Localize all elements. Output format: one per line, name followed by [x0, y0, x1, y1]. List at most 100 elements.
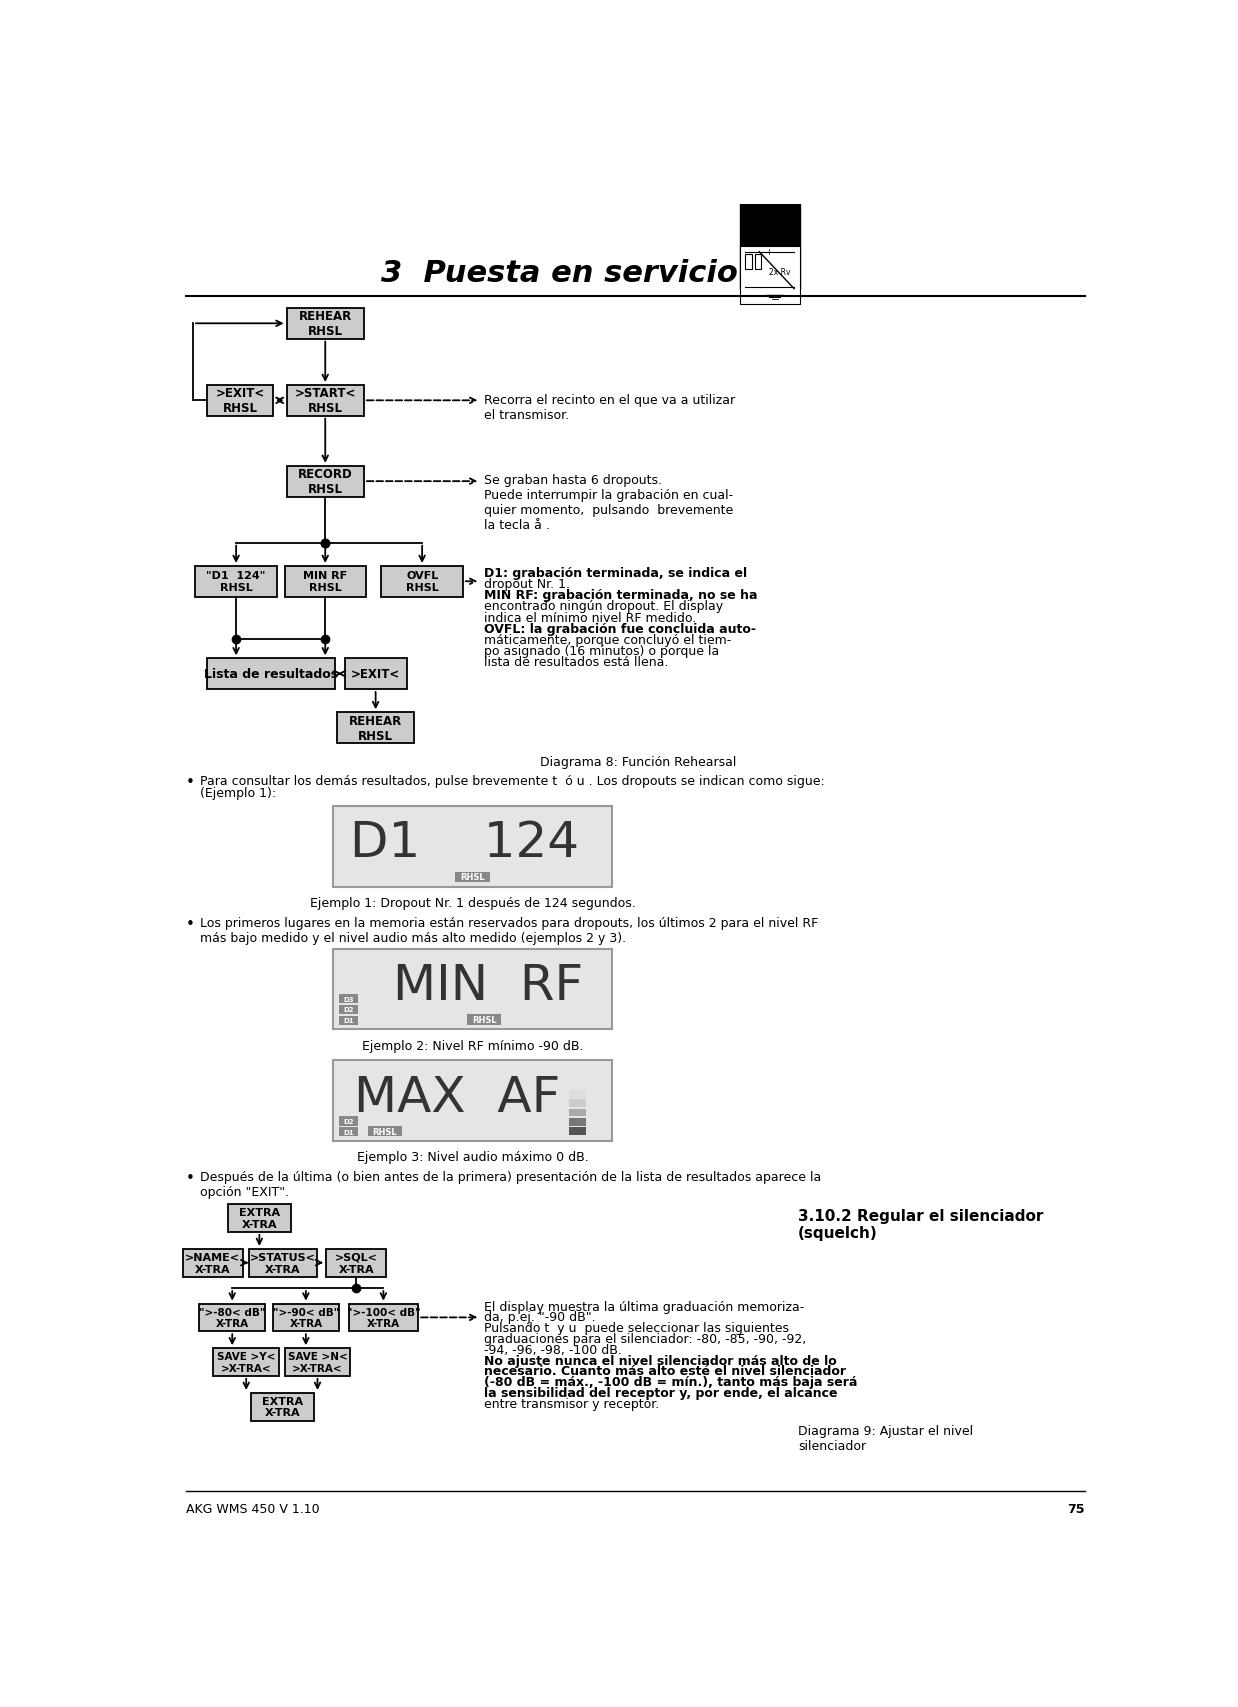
Text: (-80 dB = máx., -100 dB = mín.), tanto más baja será: (-80 dB = máx., -100 dB = mín.), tanto m… — [484, 1376, 858, 1388]
Bar — [286, 466, 364, 497]
Text: D1: grabación terminada, se indica el: D1: grabación terminada, se indica el — [484, 567, 748, 579]
Text: Ejemplo 1: Dropout Nr. 1 después de 124 segundos.: Ejemplo 1: Dropout Nr. 1 después de 124 … — [310, 896, 635, 910]
Bar — [456, 872, 489, 883]
Bar — [740, 205, 800, 290]
Bar — [339, 1116, 358, 1127]
Bar — [183, 1250, 243, 1277]
Bar — [196, 567, 277, 597]
Bar — [339, 1128, 358, 1137]
Text: D3: D3 — [343, 995, 354, 1002]
Text: Se graban hasta 6 dropouts.
Puede interrumpir la grabación en cual-
quier moment: Se graban hasta 6 dropouts. Puede interr… — [484, 475, 733, 533]
Text: MAX  AF: MAX AF — [354, 1074, 560, 1121]
Text: >EXIT<
RHSL: >EXIT< RHSL — [215, 387, 265, 415]
Text: Ejemplo 3: Nivel audio máximo 0 dB.: Ejemplo 3: Nivel audio máximo 0 dB. — [357, 1151, 588, 1164]
Bar — [207, 659, 335, 690]
Text: po asignado (16 minutos) o porque la: po asignado (16 minutos) o porque la — [484, 645, 719, 657]
Text: encontrado ningún dropout. El display: encontrado ningún dropout. El display — [484, 599, 723, 613]
Text: REHEAR
RHSL: REHEAR RHSL — [298, 311, 352, 338]
Bar — [569, 1099, 587, 1108]
Bar — [286, 309, 364, 340]
Bar — [199, 1304, 265, 1331]
Text: Recorra el recinto en el que va a utilizar
el transmisor.: Recorra el recinto en el que va a utiliz… — [484, 393, 735, 422]
Text: 75: 75 — [1067, 1502, 1084, 1516]
Bar — [339, 1005, 358, 1014]
Text: 2x Rv: 2x Rv — [769, 268, 791, 277]
Bar — [745, 254, 751, 270]
Bar — [285, 1349, 350, 1376]
Bar — [326, 1250, 386, 1277]
Text: RHSL: RHSL — [472, 1016, 496, 1024]
Text: D1: D1 — [343, 1017, 354, 1024]
Bar — [569, 1110, 587, 1116]
Text: •: • — [186, 1171, 194, 1186]
Text: AKG WMS 450 V 1.10: AKG WMS 450 V 1.10 — [186, 1502, 319, 1516]
Text: Diagrama 9: Ajustar el nivel
silenciador: Diagrama 9: Ajustar el nivel silenciador — [799, 1425, 973, 1453]
Text: dropout Nr. 1.: dropout Nr. 1. — [484, 577, 571, 591]
Text: >NAME<
X-TRA: >NAME< X-TRA — [186, 1253, 240, 1273]
Text: ">-100< dB"
X-TRA: ">-100< dB" X-TRA — [347, 1308, 420, 1328]
Text: >SQL<
X-TRA: >SQL< X-TRA — [334, 1253, 378, 1273]
Bar — [755, 254, 761, 270]
Text: da, p.ej. "-90 dB".: da, p.ej. "-90 dB". — [484, 1311, 595, 1323]
Text: RHSL: RHSL — [373, 1127, 397, 1135]
Text: máticamente, porque concluyó el tiem-: máticamente, porque concluyó el tiem- — [484, 633, 732, 647]
Text: OVFL
RHSL: OVFL RHSL — [406, 572, 438, 592]
Text: Para consultar los demás resultados, pulse brevemente t  ó u . Los dropouts se i: Para consultar los demás resultados, pul… — [199, 775, 825, 787]
Text: RHSL: RHSL — [461, 872, 485, 883]
Text: -94, -96, -98, -100 dB.: -94, -96, -98, -100 dB. — [484, 1343, 621, 1355]
Text: REHEAR
RHSL: REHEAR RHSL — [349, 714, 402, 743]
Text: >START<
RHSL: >START< RHSL — [295, 387, 357, 415]
Text: Los primeros lugares en la memoria están reservados para dropouts, los últimos 2: Los primeros lugares en la memoria están… — [199, 917, 818, 944]
Bar — [333, 949, 612, 1029]
Bar — [381, 567, 463, 597]
Bar — [339, 1016, 358, 1026]
Text: (Ejemplo 1):: (Ejemplo 1): — [199, 787, 276, 799]
Bar — [344, 659, 406, 690]
Text: entre transmisor y receptor.: entre transmisor y receptor. — [484, 1396, 660, 1410]
Text: MIN RF: grabación terminada, no se ha: MIN RF: grabación terminada, no se ha — [484, 589, 758, 603]
Bar — [349, 1304, 418, 1331]
Bar — [285, 567, 366, 597]
Text: D1    124: D1 124 — [350, 819, 579, 867]
Text: ">-80< dB"
X-TRA: ">-80< dB" X-TRA — [199, 1308, 265, 1328]
Text: EXTRA
X-TRA: EXTRA X-TRA — [262, 1396, 303, 1419]
Bar — [333, 1060, 612, 1142]
Bar — [333, 807, 612, 888]
Text: lista de resultados está llena.: lista de resultados está llena. — [484, 655, 669, 669]
Text: D1: D1 — [343, 1128, 354, 1135]
Text: D2: D2 — [343, 1118, 354, 1125]
Text: Después de la última (o bien antes de la primera) presentación de la lista de re: Después de la última (o bien antes de la… — [199, 1171, 821, 1198]
Text: MIN  RF: MIN RF — [392, 961, 583, 1009]
Bar — [249, 1250, 317, 1277]
Text: +: + — [765, 248, 773, 258]
Bar — [228, 1205, 291, 1232]
Bar — [286, 386, 364, 417]
Bar — [251, 1393, 314, 1420]
Bar — [207, 386, 272, 417]
Text: SAVE >N<
>X-TRA<: SAVE >N< >X-TRA< — [287, 1352, 348, 1372]
Bar — [213, 1349, 279, 1376]
Text: OVFL: la grabación fue concluida auto-: OVFL: la grabación fue concluida auto- — [484, 623, 756, 635]
Text: graduaciones para el silenciador: -80, -85, -90, -92,: graduaciones para el silenciador: -80, -… — [484, 1331, 806, 1345]
Text: Pulsando t  y u  puede seleccionar las siguientes: Pulsando t y u puede seleccionar las sig… — [484, 1321, 789, 1335]
Text: 3  Puesta en servicio: 3 Puesta en servicio — [380, 259, 738, 288]
Text: D2: D2 — [343, 1007, 354, 1012]
Text: Diagrama 8: Función Rehearsal: Diagrama 8: Función Rehearsal — [540, 754, 737, 768]
Text: ">-90< dB"
X-TRA: ">-90< dB" X-TRA — [272, 1308, 339, 1328]
Bar — [368, 1127, 402, 1137]
Text: >EXIT<: >EXIT< — [352, 667, 400, 681]
Text: SAVE >Y<
>X-TRA<: SAVE >Y< >X-TRA< — [217, 1352, 275, 1372]
Bar — [740, 248, 800, 306]
Bar — [339, 995, 358, 1004]
Text: No ajuste nunca el nivel silenciador más alto de lo: No ajuste nunca el nivel silenciador más… — [484, 1354, 837, 1367]
Text: •: • — [186, 917, 194, 932]
Text: EXTRA
X-TRA: EXTRA X-TRA — [239, 1207, 280, 1229]
Text: Ejemplo 2: Nivel RF mínimo -90 dB.: Ejemplo 2: Nivel RF mínimo -90 dB. — [361, 1040, 583, 1052]
Bar — [337, 714, 415, 744]
Text: RECORD
RHSL: RECORD RHSL — [298, 468, 353, 495]
Text: >STATUS<
X-TRA: >STATUS< X-TRA — [250, 1253, 316, 1273]
Text: 3.10.2 Regular el silenciador
(squelch): 3.10.2 Regular el silenciador (squelch) — [799, 1209, 1044, 1241]
Bar — [272, 1304, 339, 1331]
Text: "D1  124"
RHSL: "D1 124" RHSL — [207, 572, 266, 592]
Text: necesario. Cuanto más alto esté el nivel silenciador: necesario. Cuanto más alto esté el nivel… — [484, 1364, 846, 1378]
